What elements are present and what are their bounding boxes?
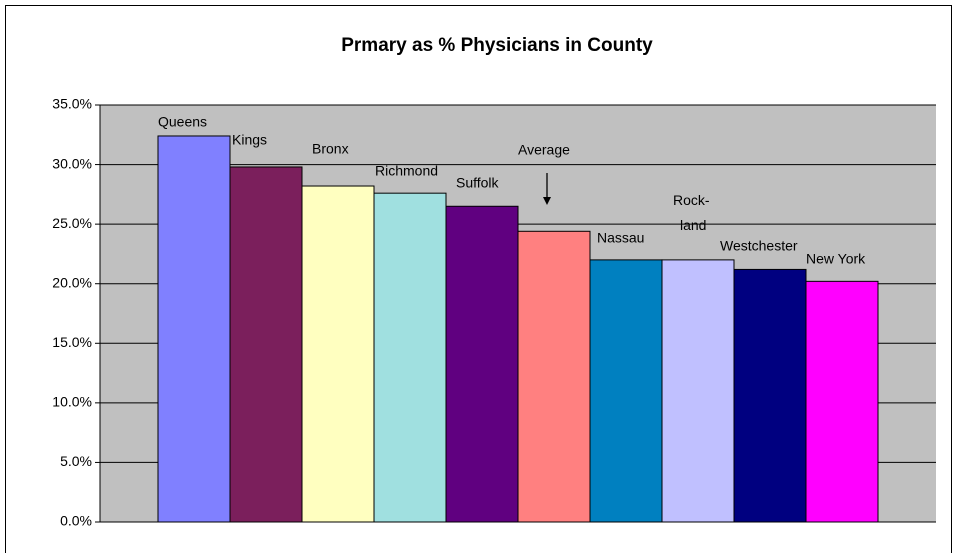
y-tick-label: 35.0% xyxy=(52,96,92,112)
bar-label: Queens xyxy=(158,114,207,130)
chart-frame xyxy=(5,5,952,553)
bar xyxy=(589,259,663,523)
y-tick-label: 30.0% xyxy=(52,155,92,171)
bar-label: Westchester xyxy=(720,238,798,254)
y-tick-label: 15.0% xyxy=(52,334,92,350)
bar xyxy=(445,205,519,523)
bar-label: Nassau xyxy=(597,230,644,246)
bar-label: Richmond xyxy=(375,163,438,179)
arrow-head xyxy=(543,197,551,205)
chart-title: Prmary as % Physicians in County xyxy=(341,35,653,56)
bar xyxy=(517,230,591,523)
y-tick-label: 5.0% xyxy=(60,453,92,469)
y-tick-label: 25.0% xyxy=(52,215,92,231)
bar xyxy=(733,268,807,523)
bar-label: Average xyxy=(518,142,570,158)
y-tick-label: 10.0% xyxy=(52,394,92,410)
bar xyxy=(301,185,375,523)
y-tick-label: 0.0% xyxy=(60,513,92,529)
y-tick-label: 20.0% xyxy=(52,274,92,290)
marks: 0.0% 5.0% 10.0% 15.0% 20.0% 25.0% 30.0% 35.0% Qu… xyxy=(52,96,936,529)
bar-label: Rock-land xyxy=(673,192,710,233)
bar xyxy=(157,135,231,523)
bar-label: New York xyxy=(806,251,866,267)
bar-label: Suffolk xyxy=(456,175,500,191)
bar xyxy=(661,259,735,523)
bar-label: Kings xyxy=(232,132,267,148)
bar xyxy=(229,166,303,523)
bar-label: Bronx xyxy=(312,141,349,157)
bar xyxy=(373,192,447,523)
bar xyxy=(805,280,879,523)
